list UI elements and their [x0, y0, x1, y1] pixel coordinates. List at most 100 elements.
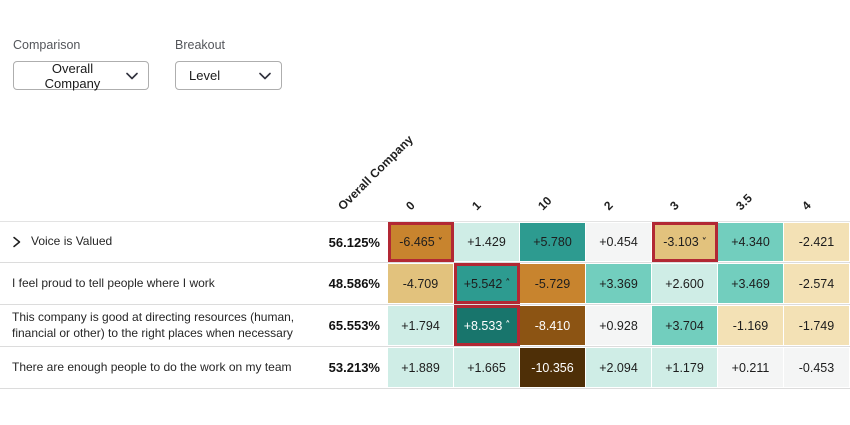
cell-value: +0.454: [599, 235, 638, 249]
heatmap-cell[interactable]: -8.410: [520, 305, 586, 346]
heatmap-cell[interactable]: +2.600: [652, 263, 718, 304]
row-cells: +1.794 +8.533 ˄ -8.410 +0.928 +3.704 -1.169 -1.…: [388, 305, 850, 346]
cell-value: +1.179: [665, 360, 704, 375]
heatmap-cell[interactable]: +2.094: [586, 347, 652, 388]
heatmap-cell[interactable]: +1.179: [652, 347, 718, 388]
heatmap-cell[interactable]: +3.704: [652, 305, 718, 346]
heatmap-cell[interactable]: -4.709: [388, 263, 454, 304]
cell-value: -2.574: [798, 276, 835, 291]
comparison-dropdown[interactable]: Overall Company: [13, 60, 149, 91]
heatmap-cell[interactable]: -6.465 ˅: [388, 222, 454, 262]
cell-value: +1.665: [467, 360, 506, 375]
significance-up-icon: ˄: [505, 278, 511, 289]
comparison-control: Comparison Overall Company: [13, 38, 149, 91]
heatmap-cell[interactable]: -1.749: [784, 305, 850, 346]
breakout-column-header: 3.5: [733, 191, 756, 213]
significance-down-icon: ˅: [437, 236, 443, 248]
column-headers: Overall Company 0 1 10 2 3 3.5 4: [0, 90, 850, 221]
expand-chevron-icon[interactable]: [12, 236, 21, 248]
significance-down-icon: ˅: [701, 236, 707, 248]
cell-value: -8.410: [534, 318, 571, 333]
breakout-column-header: 10: [535, 193, 555, 213]
heatmap-cell[interactable]: -2.574: [784, 263, 850, 304]
cell-value: +0.211: [731, 360, 770, 375]
cell-value: +2.094: [599, 360, 638, 375]
heatmap-cell[interactable]: -10.356: [520, 347, 586, 388]
breakout-column-header: 3: [667, 198, 682, 213]
row-label: This company is good at directing resour…: [0, 305, 326, 346]
table-row: Voice is Valued 56.125% -6.465 ˅ +1.429 +5.78…: [0, 221, 850, 263]
row-label[interactable]: Voice is Valued: [0, 222, 326, 262]
cell-value: -1.169: [732, 318, 769, 333]
heatmap-rows: Voice is Valued 56.125% -6.465 ˅ +1.429 +5.78…: [0, 221, 850, 389]
cell-value: +3.704: [665, 318, 704, 333]
cell-value: -10.356: [531, 360, 574, 375]
breakout-column-header: 1: [469, 198, 484, 213]
chevron-down-icon: [126, 72, 138, 80]
breakout-column-header: 4: [799, 198, 814, 213]
cell-value: -4.709: [402, 276, 439, 291]
widget-controls: Comparison Overall Company Breakout Leve…: [0, 0, 850, 91]
overall-score: 48.586%: [328, 276, 380, 291]
overall-score: 65.553%: [328, 318, 380, 333]
breakout-column-header: 0: [403, 198, 418, 213]
row-label-text: This company is good at directing resour…: [12, 309, 295, 340]
table-row: I feel proud to tell people where I work…: [0, 263, 850, 305]
cell-value: +5.542: [463, 276, 503, 291]
table-row: There are enough people to do the work o…: [0, 347, 850, 389]
heatmap-cell[interactable]: +1.665: [454, 347, 520, 388]
breakout-control: Breakout Level: [175, 38, 282, 90]
breakout-dropdown[interactable]: Level: [175, 61, 282, 90]
breakout-selected-value: Level: [189, 68, 221, 83]
heatmap-cell[interactable]: +0.454: [586, 222, 652, 262]
heatmap-cell[interactable]: +3.369: [586, 263, 652, 304]
heatmap-cell[interactable]: -1.169: [718, 305, 784, 346]
cell-value: +2.600: [665, 276, 704, 291]
table-row: This company is good at directing resour…: [0, 305, 850, 347]
row-label-text: There are enough people to do the work o…: [12, 359, 292, 374]
cell-value: +4.340: [731, 235, 770, 249]
heatmap-cell[interactable]: -3.103 ˅: [652, 222, 718, 262]
comparison-selected-value: Overall Company: [44, 60, 101, 91]
heatmap-cell[interactable]: +8.533 ˄: [454, 305, 520, 346]
heatmap-cell[interactable]: +5.542 ˄: [454, 263, 520, 304]
breakout-label: Breakout: [175, 38, 226, 52]
heatmap-table: Overall Company 0 1 10 2 3 3.5 4 Voice is Value…: [0, 90, 850, 389]
row-cells: +1.889 +1.665 -10.356 +2.094 +1.179 +0.211 -0.…: [388, 347, 850, 388]
cell-value: -5.729: [534, 276, 571, 291]
cell-value: +3.469: [731, 276, 770, 291]
heatmap-cell[interactable]: -2.421: [784, 222, 850, 262]
cell-value: +1.794: [401, 318, 440, 333]
heatmap-cell[interactable]: +4.340: [718, 222, 784, 262]
heatmap-cell[interactable]: +1.889: [388, 347, 454, 388]
cell-value: +3.369: [599, 276, 638, 291]
heatmap-cell[interactable]: -0.453: [784, 347, 850, 388]
heatmap-cell[interactable]: +1.794: [388, 305, 454, 346]
heatmap-cell[interactable]: -5.729: [520, 263, 586, 304]
cell-value: -0.453: [798, 360, 835, 375]
chevron-down-icon: [259, 72, 271, 80]
cell-value: +5.780: [533, 235, 572, 249]
cell-value: +8.533: [463, 318, 503, 333]
significance-up-icon: ˄: [505, 320, 511, 331]
heatmap-cell[interactable]: +0.211: [718, 347, 784, 388]
cell-value: +0.928: [599, 318, 638, 333]
overall-score: 56.125%: [328, 234, 380, 250]
cell-value: +1.889: [401, 360, 440, 375]
row-cells: -6.465 ˅ +1.429 +5.780 +0.454 -3.103 ˅ +4.340 -2…: [388, 222, 850, 262]
heatmap-cell[interactable]: +0.928: [586, 305, 652, 346]
cell-value: -1.749: [798, 318, 835, 333]
row-label-text: I feel proud to tell people where I work: [12, 275, 215, 290]
cell-value: -2.421: [798, 235, 835, 249]
breakout-column-header: 2: [601, 198, 616, 213]
heatmap-cell[interactable]: +5.780: [520, 222, 586, 262]
heatmap-cell[interactable]: +1.429: [454, 222, 520, 262]
heatmap-cell[interactable]: +3.469: [718, 263, 784, 304]
row-label: I feel proud to tell people where I work: [0, 263, 326, 304]
row-cells: -4.709 +5.542 ˄ -5.729 +3.369 +2.600 +3.469 -2.…: [388, 263, 850, 304]
cell-value: -6.465: [399, 235, 435, 249]
cell-value: -3.103: [663, 235, 699, 249]
cell-value: +1.429: [467, 235, 506, 249]
row-label: There are enough people to do the work o…: [0, 347, 326, 388]
